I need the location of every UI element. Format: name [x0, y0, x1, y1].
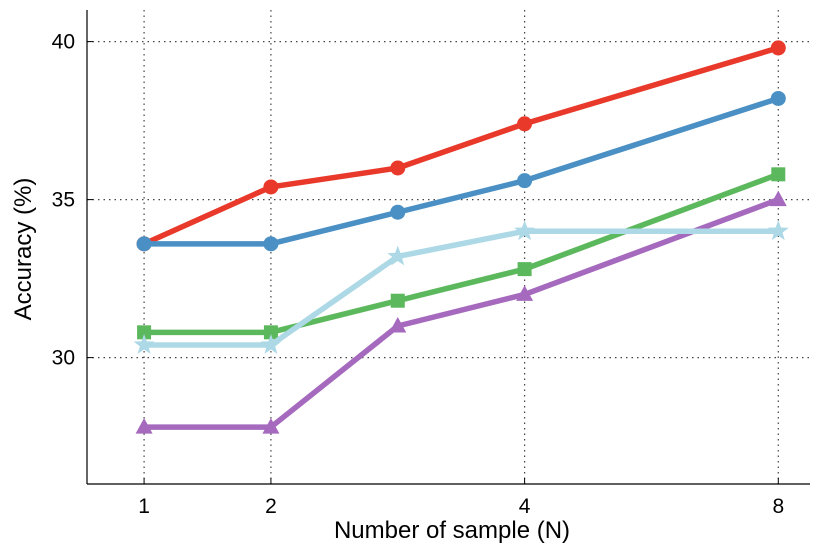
data-point	[517, 173, 533, 189]
data-point	[770, 90, 786, 106]
data-point	[390, 160, 406, 176]
x-axis-label: Number of sample (N)	[334, 517, 570, 544]
data-point	[514, 220, 536, 241]
data-point	[517, 116, 533, 132]
data-point	[136, 236, 152, 252]
x-tick-label: 2	[265, 495, 277, 518]
series-line	[141, 228, 782, 348]
x-tick-label: 4	[519, 495, 531, 518]
series-5	[133, 220, 789, 354]
series-line	[141, 95, 782, 247]
y-tick-label: 30	[52, 347, 75, 370]
data-point	[769, 190, 787, 207]
axes	[86, 10, 810, 485]
x-tick-label: 1	[138, 495, 150, 518]
data-point	[767, 220, 789, 241]
data-point	[387, 245, 409, 266]
series-group	[133, 40, 789, 434]
data-point	[135, 418, 153, 434]
data-point	[771, 167, 786, 182]
y-tick-label: 40	[52, 31, 75, 54]
series-3	[137, 167, 786, 340]
y-tick-label: 35	[52, 189, 75, 212]
data-point	[517, 262, 532, 277]
data-point	[263, 236, 279, 252]
data-point	[770, 40, 786, 56]
data-point	[137, 325, 152, 340]
data-point	[390, 204, 406, 220]
data-point	[262, 418, 280, 434]
data-point	[133, 333, 155, 354]
data-point	[263, 325, 278, 340]
data-point	[389, 317, 407, 333]
series-4	[135, 190, 787, 434]
series-1	[136, 40, 786, 252]
data-point	[516, 285, 534, 301]
data-point	[260, 333, 282, 354]
series-line	[141, 45, 782, 247]
series-2	[136, 90, 786, 252]
tick-labels: 1 2 4 8 30 35 40	[52, 31, 784, 518]
x-tick-label: 8	[772, 495, 784, 518]
data-point	[263, 179, 279, 195]
data-point	[390, 293, 405, 308]
y-axis-label: Accuracy (%)	[10, 178, 37, 321]
